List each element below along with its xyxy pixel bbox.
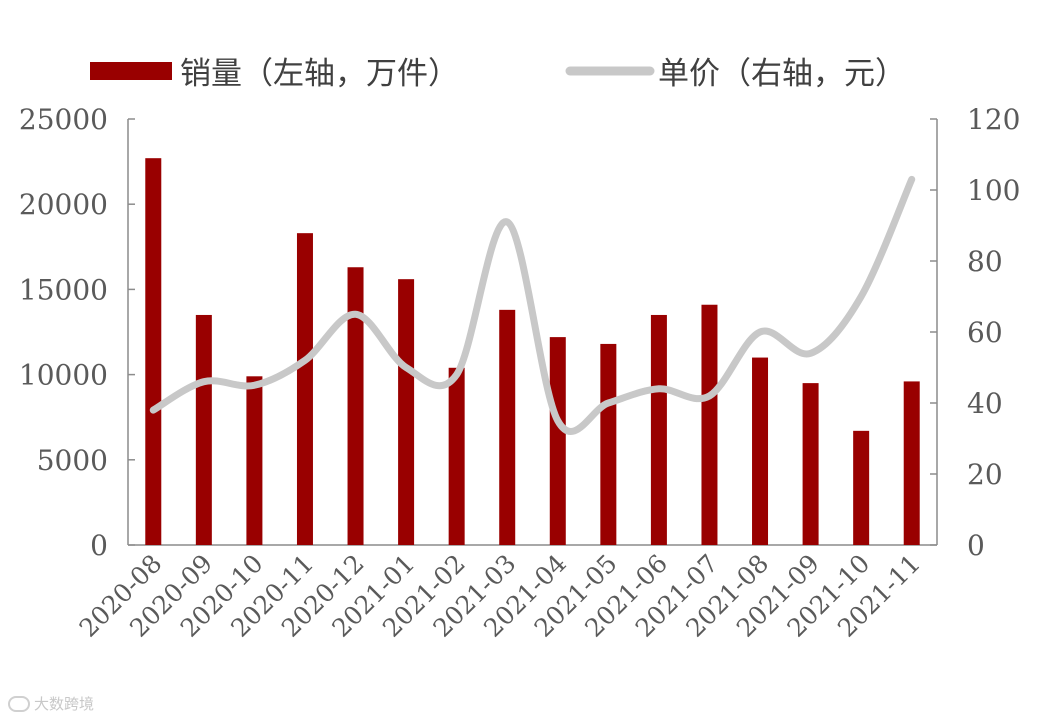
bar [650, 314, 667, 545]
bar [347, 267, 364, 545]
right-tick-label: 80 [967, 245, 1003, 278]
right-tick-label: 40 [967, 387, 1003, 420]
bar [499, 309, 516, 545]
watermark-text: 大数跨境 [34, 695, 95, 713]
bar [701, 304, 718, 545]
left-tick-label: 0 [90, 529, 108, 562]
bar [398, 279, 415, 545]
tick-labels: 0 5000 10000 15000 20000 25000 0 20 40 60 80 100 120… [19, 103, 1021, 643]
right-tick-label: 60 [967, 316, 1003, 349]
legend: 销量（左轴，万件） 单价（右轴，元） [90, 56, 906, 92]
bar [853, 430, 870, 545]
watermark-logo-icon [8, 695, 30, 712]
bar-series [145, 158, 920, 545]
left-tick-label: 25000 [19, 103, 108, 136]
bar [752, 357, 769, 545]
bar [145, 158, 162, 545]
right-tick-label: 0 [967, 529, 985, 562]
bar [802, 383, 819, 545]
left-tick-label: 5000 [37, 444, 108, 477]
bar [903, 381, 920, 545]
axes [127, 118, 938, 546]
bar [448, 367, 465, 545]
bar [549, 337, 566, 545]
left-tick-label: 15000 [19, 273, 108, 306]
bar [600, 343, 617, 545]
legend-label-sales: 销量（左轴，万件） [180, 56, 459, 92]
right-tick-label: 120 [967, 103, 1020, 136]
bar [195, 314, 212, 545]
price-line [149, 175, 916, 435]
bar [296, 233, 313, 545]
left-tick-label: 20000 [19, 188, 108, 221]
line-series [149, 175, 916, 435]
right-tick-label: 100 [967, 174, 1020, 207]
bar [246, 376, 263, 545]
legend-swatch-sales [90, 62, 172, 80]
watermark: 大数跨境 [8, 693, 94, 714]
left-tick-label: 10000 [19, 359, 108, 392]
right-tick-label: 20 [967, 458, 1003, 491]
legend-label-price: 单价（右轴，元） [658, 56, 906, 92]
